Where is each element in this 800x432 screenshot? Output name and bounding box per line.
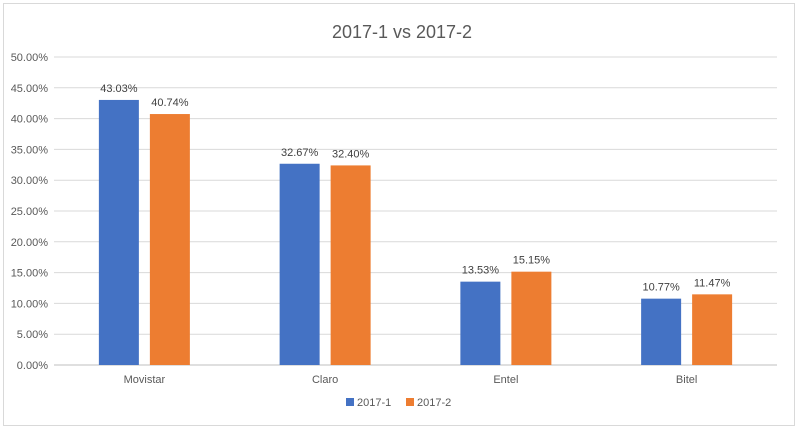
y-tick-label: 15.00% <box>11 268 49 280</box>
legend-label: 2017-1 <box>357 397 391 409</box>
data-label: 43.03% <box>100 83 138 95</box>
chart-container: 2017-1 vs 2017-2 0.00% 5.00% 10.00% 15.00% 2… <box>3 3 795 426</box>
data-label: 13.53% <box>462 265 500 277</box>
y-tick-label: 20.00% <box>11 237 49 249</box>
bar-chart: 2017-1 vs 2017-2 0.00% 5.00% 10.00% 15.00% 2… <box>11 22 777 409</box>
data-label: 32.40% <box>332 148 370 160</box>
legend-label: 2017-2 <box>417 397 451 409</box>
bar-2017-2-entel <box>511 271 552 365</box>
bar-2017-2-claro <box>330 165 371 365</box>
y-tick-label: 10.00% <box>11 298 49 310</box>
data-label: 11.47% <box>694 277 731 289</box>
bar-2017-1-entel <box>460 281 501 365</box>
y-tick-label: 40.00% <box>11 114 49 126</box>
bar-2017-2-movistar <box>149 114 190 366</box>
x-axis: Movistar Claro Entel Bitel <box>124 374 698 386</box>
data-label: 10.77% <box>642 282 680 294</box>
data-label: 15.15% <box>513 255 551 267</box>
y-tick-label: 5.00% <box>17 329 48 341</box>
data-label: 40.74% <box>151 97 189 109</box>
bar-2017-1-bitel <box>641 298 682 365</box>
legend: 2017-1 2017-2 <box>346 397 451 409</box>
legend-swatch <box>346 398 354 406</box>
y-tick-label: 30.00% <box>11 175 49 187</box>
bars <box>98 99 733 366</box>
data-labels: 43.03% 40.74% 32.67% 32.40% 13.53% 15.15% 10.7… <box>100 83 730 294</box>
x-tick-label-entel: Entel <box>493 374 518 386</box>
y-axis: 0.00% 5.00% 10.00% 15.00% 20.00% 25.00% 30.00%… <box>11 52 49 372</box>
y-tick-label: 25.00% <box>11 206 49 218</box>
y-tick-label: 50.00% <box>11 52 49 64</box>
y-tick-label: 35.00% <box>11 144 49 156</box>
x-tick-label-claro: Claro <box>312 374 338 386</box>
bar-2017-1-movistar <box>98 99 139 365</box>
x-tick-label-movistar: Movistar <box>124 374 166 386</box>
legend-swatch <box>406 398 414 406</box>
y-tick-label: 45.00% <box>11 83 49 95</box>
data-label: 32.67% <box>281 147 319 159</box>
bar-2017-1-claro <box>279 163 320 365</box>
chart-title: 2017-1 vs 2017-2 <box>332 22 472 42</box>
legend-item[interactable]: 2017-2 <box>406 397 451 409</box>
y-tick-label: 0.00% <box>17 360 48 372</box>
legend-item[interactable]: 2017-1 <box>346 397 391 409</box>
x-tick-label-bitel: Bitel <box>676 374 697 386</box>
bar-2017-2-bitel <box>692 294 733 365</box>
